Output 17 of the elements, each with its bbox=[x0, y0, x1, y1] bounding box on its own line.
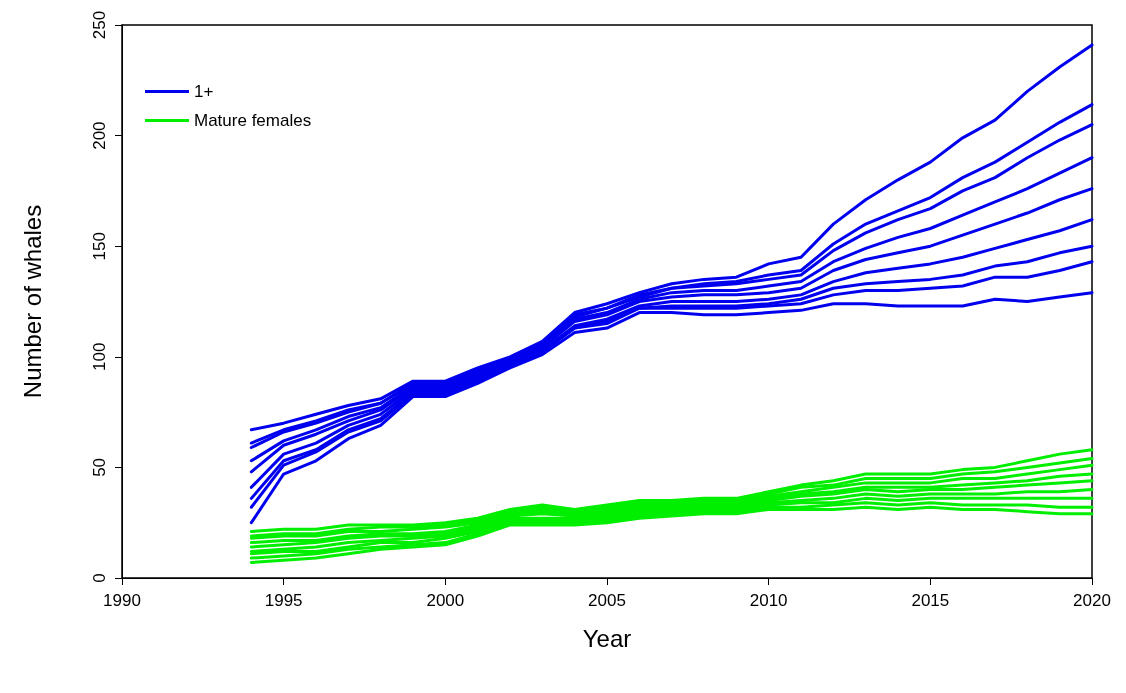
x-tick-label: 2000 bbox=[426, 591, 465, 610]
y-axis-title: Number of whales bbox=[18, 204, 46, 399]
y-tick-label: 150 bbox=[90, 232, 109, 261]
x-tick-label: 1995 bbox=[264, 591, 303, 610]
y-tick-label: 250 bbox=[90, 10, 109, 40]
y-tick-label: 50 bbox=[90, 457, 109, 477]
y-tick-label: 200 bbox=[90, 121, 109, 150]
x-axis-title: Year bbox=[582, 624, 632, 652]
x-tick-label: 2010 bbox=[749, 591, 788, 610]
y-tick-label: 0 bbox=[90, 573, 109, 583]
legend-label: 1+ bbox=[194, 82, 214, 101]
x-tick-label: 2020 bbox=[1073, 591, 1111, 610]
x-tick-label: 2015 bbox=[911, 591, 950, 610]
legend-label: Mature females bbox=[194, 111, 312, 130]
x-tick-label: 1990 bbox=[103, 591, 141, 610]
x-tick-label: 2005 bbox=[588, 591, 626, 610]
y-tick-label: 100 bbox=[90, 342, 109, 371]
